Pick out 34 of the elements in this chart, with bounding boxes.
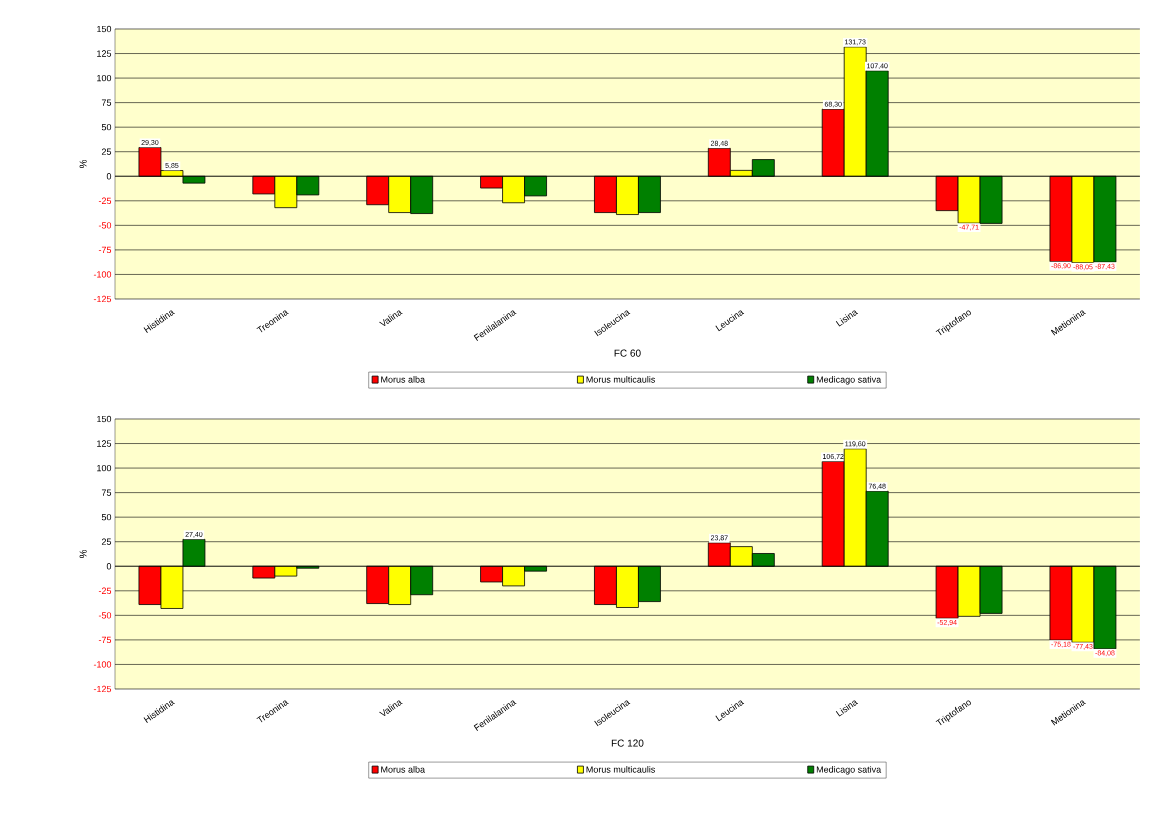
y-tick-label: -100	[93, 271, 112, 278]
y-tick-label: -125	[93, 295, 112, 303]
legend-label: Morus multicaulis	[586, 766, 655, 773]
y-tick-label: 150	[97, 415, 112, 423]
legend-label: Morus multicaulis	[586, 376, 655, 383]
y-tick-label: 0	[106, 563, 112, 570]
x-axis-title: FC 120	[611, 739, 644, 747]
y-tick-label: -25	[98, 587, 112, 594]
y-tick-label: 0	[106, 173, 112, 180]
y-tick-label: -50	[98, 222, 112, 229]
y-tick-label: -50	[98, 612, 112, 619]
y-tick-label: 75	[101, 489, 112, 496]
y-tick-label: -125	[93, 685, 112, 693]
y-tick-label: 75	[101, 99, 112, 106]
y-tick-label: 25	[101, 148, 112, 155]
legend-label: Medicago sativa	[816, 766, 882, 775]
y-axis-title: %	[79, 159, 87, 169]
y-tick-label: 125	[97, 440, 112, 447]
y-tick-label: -100	[93, 661, 112, 668]
y-tick-label: 50	[101, 123, 112, 131]
y-tick-label: 100	[97, 74, 112, 82]
y-axis-title: %	[79, 549, 87, 559]
legend-label: Medicago sativa	[816, 376, 882, 385]
y-tick-label: -75	[98, 636, 112, 644]
y-tick-label: 25	[101, 538, 112, 545]
y-tick-label: -25	[98, 197, 112, 204]
legend-label: Morus alba	[381, 376, 426, 383]
y-tick-label: 100	[97, 464, 112, 472]
y-tick-label: 50	[101, 513, 112, 521]
y-tick-label: 125	[97, 50, 112, 57]
legend-label: Morus alba	[381, 766, 426, 773]
y-tick-label: 150	[97, 25, 112, 33]
x-axis-title: FC 60	[614, 349, 641, 357]
y-tick-label: -75	[98, 246, 112, 254]
